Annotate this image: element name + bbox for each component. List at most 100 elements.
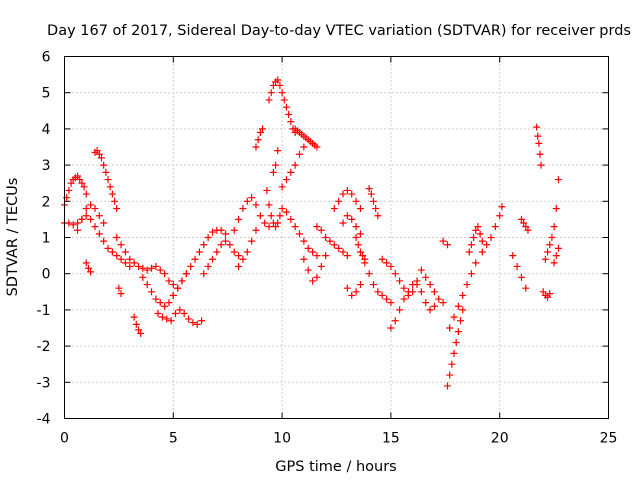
- data-point: [95, 230, 103, 238]
- data-point: [67, 179, 75, 187]
- data-point: [552, 252, 560, 260]
- data-point: [139, 264, 147, 272]
- data-point: [348, 190, 356, 198]
- data-point: [272, 161, 280, 169]
- data-point: [171, 310, 179, 318]
- data-point: [226, 241, 234, 249]
- series-arc-39: [517, 215, 532, 234]
- data-point: [208, 255, 216, 263]
- data-point: [496, 212, 504, 220]
- data-point: [387, 299, 395, 307]
- data-point: [335, 244, 343, 252]
- data-point: [204, 262, 212, 270]
- data-point: [137, 329, 145, 337]
- data-point: [472, 259, 480, 267]
- series-arc-32: [417, 266, 447, 307]
- data-point: [152, 262, 160, 270]
- data-point: [426, 306, 434, 314]
- data-point: [269, 81, 277, 89]
- data-point: [287, 168, 295, 176]
- data-point: [193, 320, 201, 328]
- series-arc-33: [439, 237, 451, 249]
- x-tick-label: 20: [491, 431, 509, 447]
- data-point: [269, 168, 277, 176]
- data-point: [517, 273, 525, 281]
- data-point: [287, 118, 295, 126]
- series-arc-15: [252, 125, 267, 151]
- data-point: [404, 291, 412, 299]
- data-point: [169, 291, 177, 299]
- data-point: [82, 190, 90, 198]
- data-point: [182, 270, 190, 278]
- data-point: [372, 205, 380, 213]
- data-point: [391, 270, 399, 278]
- data-point: [554, 176, 562, 184]
- data-point: [265, 223, 273, 231]
- data-point: [467, 270, 475, 278]
- data-point: [454, 328, 462, 336]
- series-arc-22: [313, 223, 351, 260]
- data-point: [143, 266, 151, 274]
- data-point: [111, 197, 119, 205]
- data-point: [165, 277, 173, 285]
- data-point: [491, 223, 499, 231]
- data-point: [256, 129, 264, 137]
- series-arc-43: [550, 244, 562, 267]
- data-point: [413, 281, 421, 289]
- y-tick-label: 0: [42, 267, 51, 283]
- data-point: [189, 319, 197, 327]
- data-point: [87, 201, 95, 209]
- data-point: [82, 212, 90, 220]
- data-point: [535, 139, 543, 147]
- series-arc-27: [361, 259, 395, 307]
- data-point: [65, 186, 73, 194]
- data-point: [317, 262, 325, 270]
- data-point: [82, 259, 90, 267]
- series-arc-16: [265, 76, 299, 137]
- data-point: [134, 262, 142, 270]
- data-point: [354, 241, 362, 249]
- data-point: [313, 273, 321, 281]
- data-point: [167, 317, 175, 325]
- y-tick-label: 5: [42, 86, 51, 102]
- data-point: [417, 288, 425, 296]
- data-point: [509, 252, 517, 260]
- data-point: [300, 237, 308, 245]
- data-point: [400, 284, 408, 292]
- data-point: [217, 226, 225, 234]
- data-point: [108, 190, 116, 198]
- data-point: [161, 302, 169, 310]
- data-point: [291, 161, 299, 169]
- plot-frame: [64, 56, 609, 419]
- x-tick-label: 5: [169, 431, 178, 447]
- data-point: [252, 201, 260, 209]
- data-point: [274, 219, 282, 227]
- data-point: [195, 248, 203, 256]
- data-point: [100, 161, 108, 169]
- y-tick-label: -2: [37, 339, 51, 355]
- series-arc-10: [154, 306, 206, 328]
- y-axis-label: SDTVAR / TECUs: [5, 178, 21, 297]
- data-point: [278, 89, 286, 97]
- data-point: [274, 147, 282, 155]
- series-arc-24: [330, 186, 364, 213]
- data-point: [356, 230, 364, 238]
- data-point: [422, 273, 430, 281]
- data-point: [539, 288, 547, 296]
- series-arc-7: [130, 313, 145, 337]
- data-point: [339, 190, 347, 198]
- data-point: [200, 241, 208, 249]
- y-tick-label: 6: [42, 50, 51, 66]
- data-point: [235, 252, 243, 260]
- data-point: [287, 215, 295, 223]
- data-point: [143, 281, 151, 289]
- data-point: [76, 176, 84, 184]
- data-point: [417, 266, 425, 274]
- data-point: [465, 248, 473, 256]
- data-point: [65, 219, 73, 227]
- series-arc-12: [200, 237, 243, 278]
- data-point: [213, 248, 221, 256]
- data-point: [148, 264, 156, 272]
- data-point: [252, 226, 260, 234]
- data-point: [478, 237, 486, 245]
